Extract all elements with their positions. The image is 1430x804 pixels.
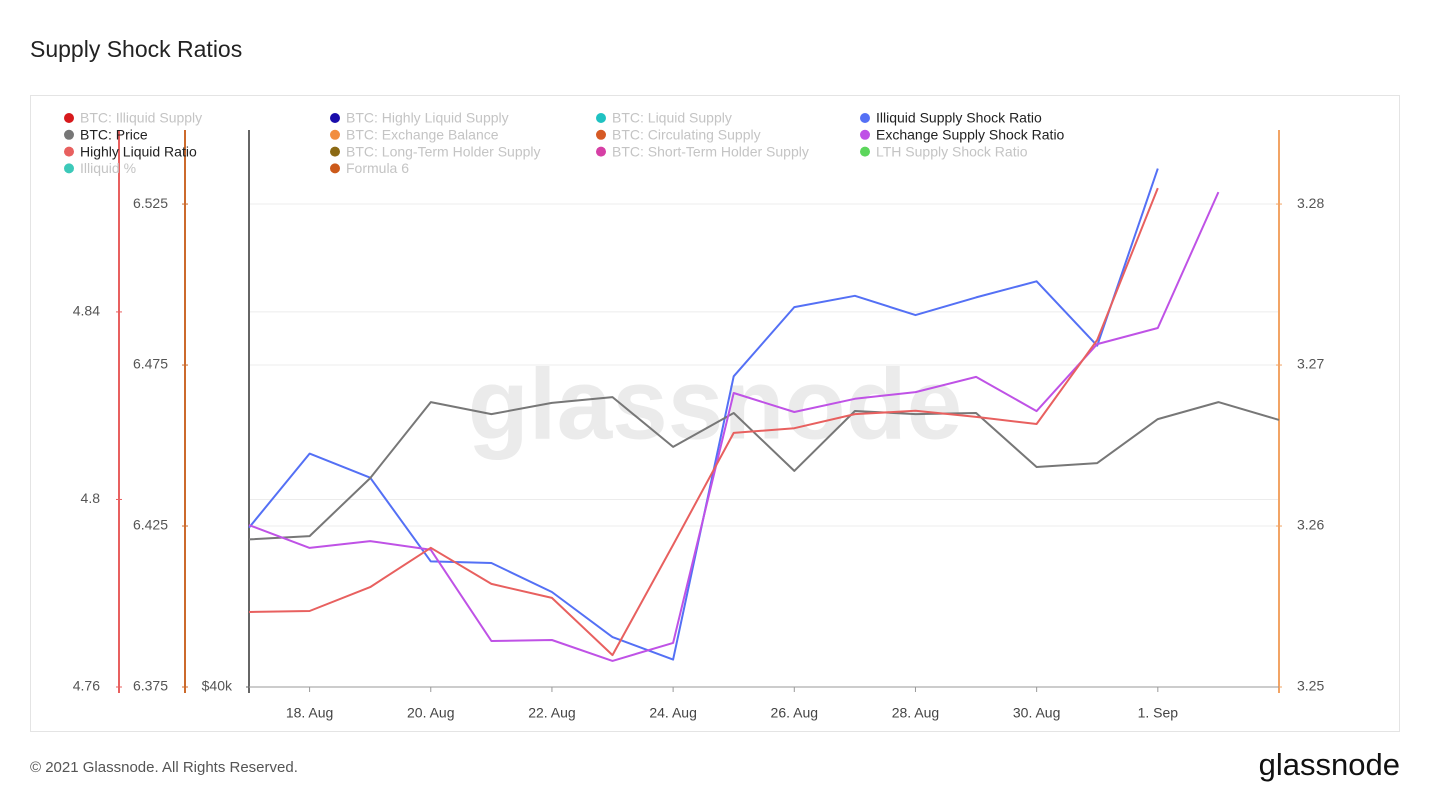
legend-marker: [64, 163, 74, 174]
chart-frame: [30, 95, 1400, 732]
x-tick-label: 20. Aug: [407, 705, 455, 721]
legend-label: Illiquid %: [80, 160, 136, 176]
legend-marker: [64, 113, 74, 123]
legend-label: BTC: Circulating Supply: [612, 127, 761, 143]
legend-marker: [596, 146, 606, 157]
legend-label: Formula 6: [346, 160, 409, 176]
legend-marker: [330, 163, 340, 174]
y-tick-label: 3.28: [1297, 195, 1324, 211]
legend-label: BTC: Exchange Balance: [346, 127, 499, 143]
legend-marker: [860, 129, 870, 140]
logo: glassnode: [1259, 747, 1400, 782]
y-tick-label: 4.8: [81, 490, 101, 506]
legend-label: Exchange Supply Shock Ratio: [876, 127, 1065, 143]
x-tick-label: 18. Aug: [286, 705, 334, 721]
legend-marker: [330, 146, 340, 157]
x-tick-label: 22. Aug: [528, 705, 576, 721]
x-tick-label: 30. Aug: [1013, 705, 1061, 721]
y-tick-label: 6.525: [133, 195, 168, 211]
legend-marker: [64, 129, 74, 140]
y-tick-label: 6.375: [133, 678, 168, 694]
copyright: © 2021 Glassnode. All Rights Reserved.: [30, 759, 298, 776]
legend-label: BTC: Illiquid Supply: [80, 110, 202, 126]
x-tick-label: 1. Sep: [1138, 705, 1179, 721]
legend-marker: [330, 129, 340, 140]
legend-marker: [330, 113, 340, 123]
y-tick-label: 3.25: [1297, 678, 1324, 694]
y-tick-label: $40k: [202, 678, 233, 694]
legend-marker: [860, 146, 870, 157]
legend-label: BTC: Highly Liquid Supply: [346, 110, 509, 126]
y-tick-label: 3.26: [1297, 517, 1324, 533]
y-tick-label: 3.27: [1297, 356, 1324, 372]
series-line: [248, 191, 1220, 662]
legend-marker: [596, 113, 606, 123]
watermark: glassnode: [468, 348, 963, 460]
legend-marker: [860, 113, 870, 123]
x-tick-label: 24. Aug: [649, 705, 697, 721]
legend-marker: [596, 129, 606, 140]
series-line: [248, 396, 1280, 541]
x-tick-label: 28. Aug: [892, 705, 940, 721]
legend-marker: [64, 146, 74, 157]
legend-label: BTC: Price: [80, 127, 148, 143]
legend-label: LTH Supply Shock Ratio: [876, 143, 1028, 159]
y-tick-label: 6.425: [133, 517, 168, 533]
y-tick-label: 4.76: [73, 678, 100, 694]
chart-title: Supply Shock Ratios: [30, 36, 242, 62]
x-tick-label: 26. Aug: [771, 705, 819, 721]
y-tick-label: 4.84: [73, 303, 100, 319]
series-line: [248, 187, 1159, 657]
legend-label: Highly Liquid Ratio: [80, 143, 197, 159]
legend-label: BTC: Long-Term Holder Supply: [346, 143, 541, 159]
legend-label: Illiquid Supply Shock Ratio: [876, 110, 1042, 126]
y-tick-label: 6.475: [133, 356, 168, 372]
legend-label: BTC: Liquid Supply: [612, 110, 732, 126]
legend-label: BTC: Short-Term Holder Supply: [612, 143, 809, 159]
